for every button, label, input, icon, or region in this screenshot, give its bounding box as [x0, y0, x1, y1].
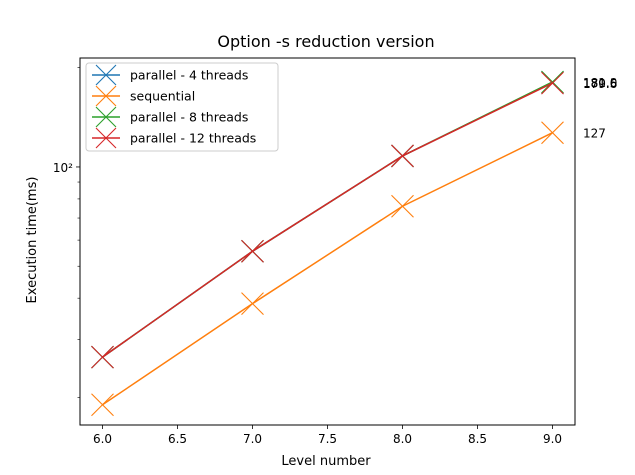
legend-marker-3	[95, 106, 117, 128]
y-axis-label: Execution time(ms)	[25, 177, 40, 304]
data-label-2: 127	[583, 127, 606, 141]
legend-marker-2	[95, 85, 117, 107]
legend-label-1: parallel - 4 threads	[130, 68, 248, 83]
series-line-4	[102, 82, 553, 358]
data-point-4	[241, 239, 264, 263]
data-point-4	[91, 345, 114, 369]
legend-label-4: parallel - 12 threads	[130, 131, 256, 146]
x-tick-label: 8.0	[393, 432, 412, 446]
x-tick-label: 6.5	[168, 432, 187, 446]
x-tick-label: 7.0	[243, 432, 262, 446]
legend-marker-1	[95, 64, 117, 86]
x-axis-label: Level number	[281, 454, 371, 469]
plot-area: 6.0 6.5 7.0 7.5 8.0 8.5 9.0 10² 180.5 127 181.0179…	[53, 57, 617, 446]
data-point-3	[541, 70, 564, 94]
chart-title: Option -s reduction version	[217, 32, 434, 51]
data-point-2	[91, 393, 114, 417]
series-line-2	[102, 132, 553, 406]
x-tick-label: 7.5	[318, 432, 337, 446]
data-point-2	[391, 194, 414, 218]
legend-marker-4	[95, 127, 117, 149]
legend-box	[85, 62, 279, 152]
data-point-4	[541, 71, 564, 95]
legend-label-2: sequential	[130, 89, 195, 104]
data-label-4: 179.6	[583, 77, 617, 91]
legend-label-3: parallel - 8 threads	[130, 110, 248, 125]
data-point-4	[391, 144, 414, 168]
x-tick-label: 8.5	[468, 432, 487, 446]
data-point-2	[541, 121, 564, 145]
data-label-3: 181.0	[583, 76, 617, 90]
y-major-tick-label: 10²	[53, 161, 73, 175]
x-tick-label: 9.0	[543, 432, 562, 446]
data-label-1: 180.5	[583, 76, 617, 90]
data-point-2	[241, 292, 264, 316]
x-tick-label: 6.0	[93, 432, 112, 446]
